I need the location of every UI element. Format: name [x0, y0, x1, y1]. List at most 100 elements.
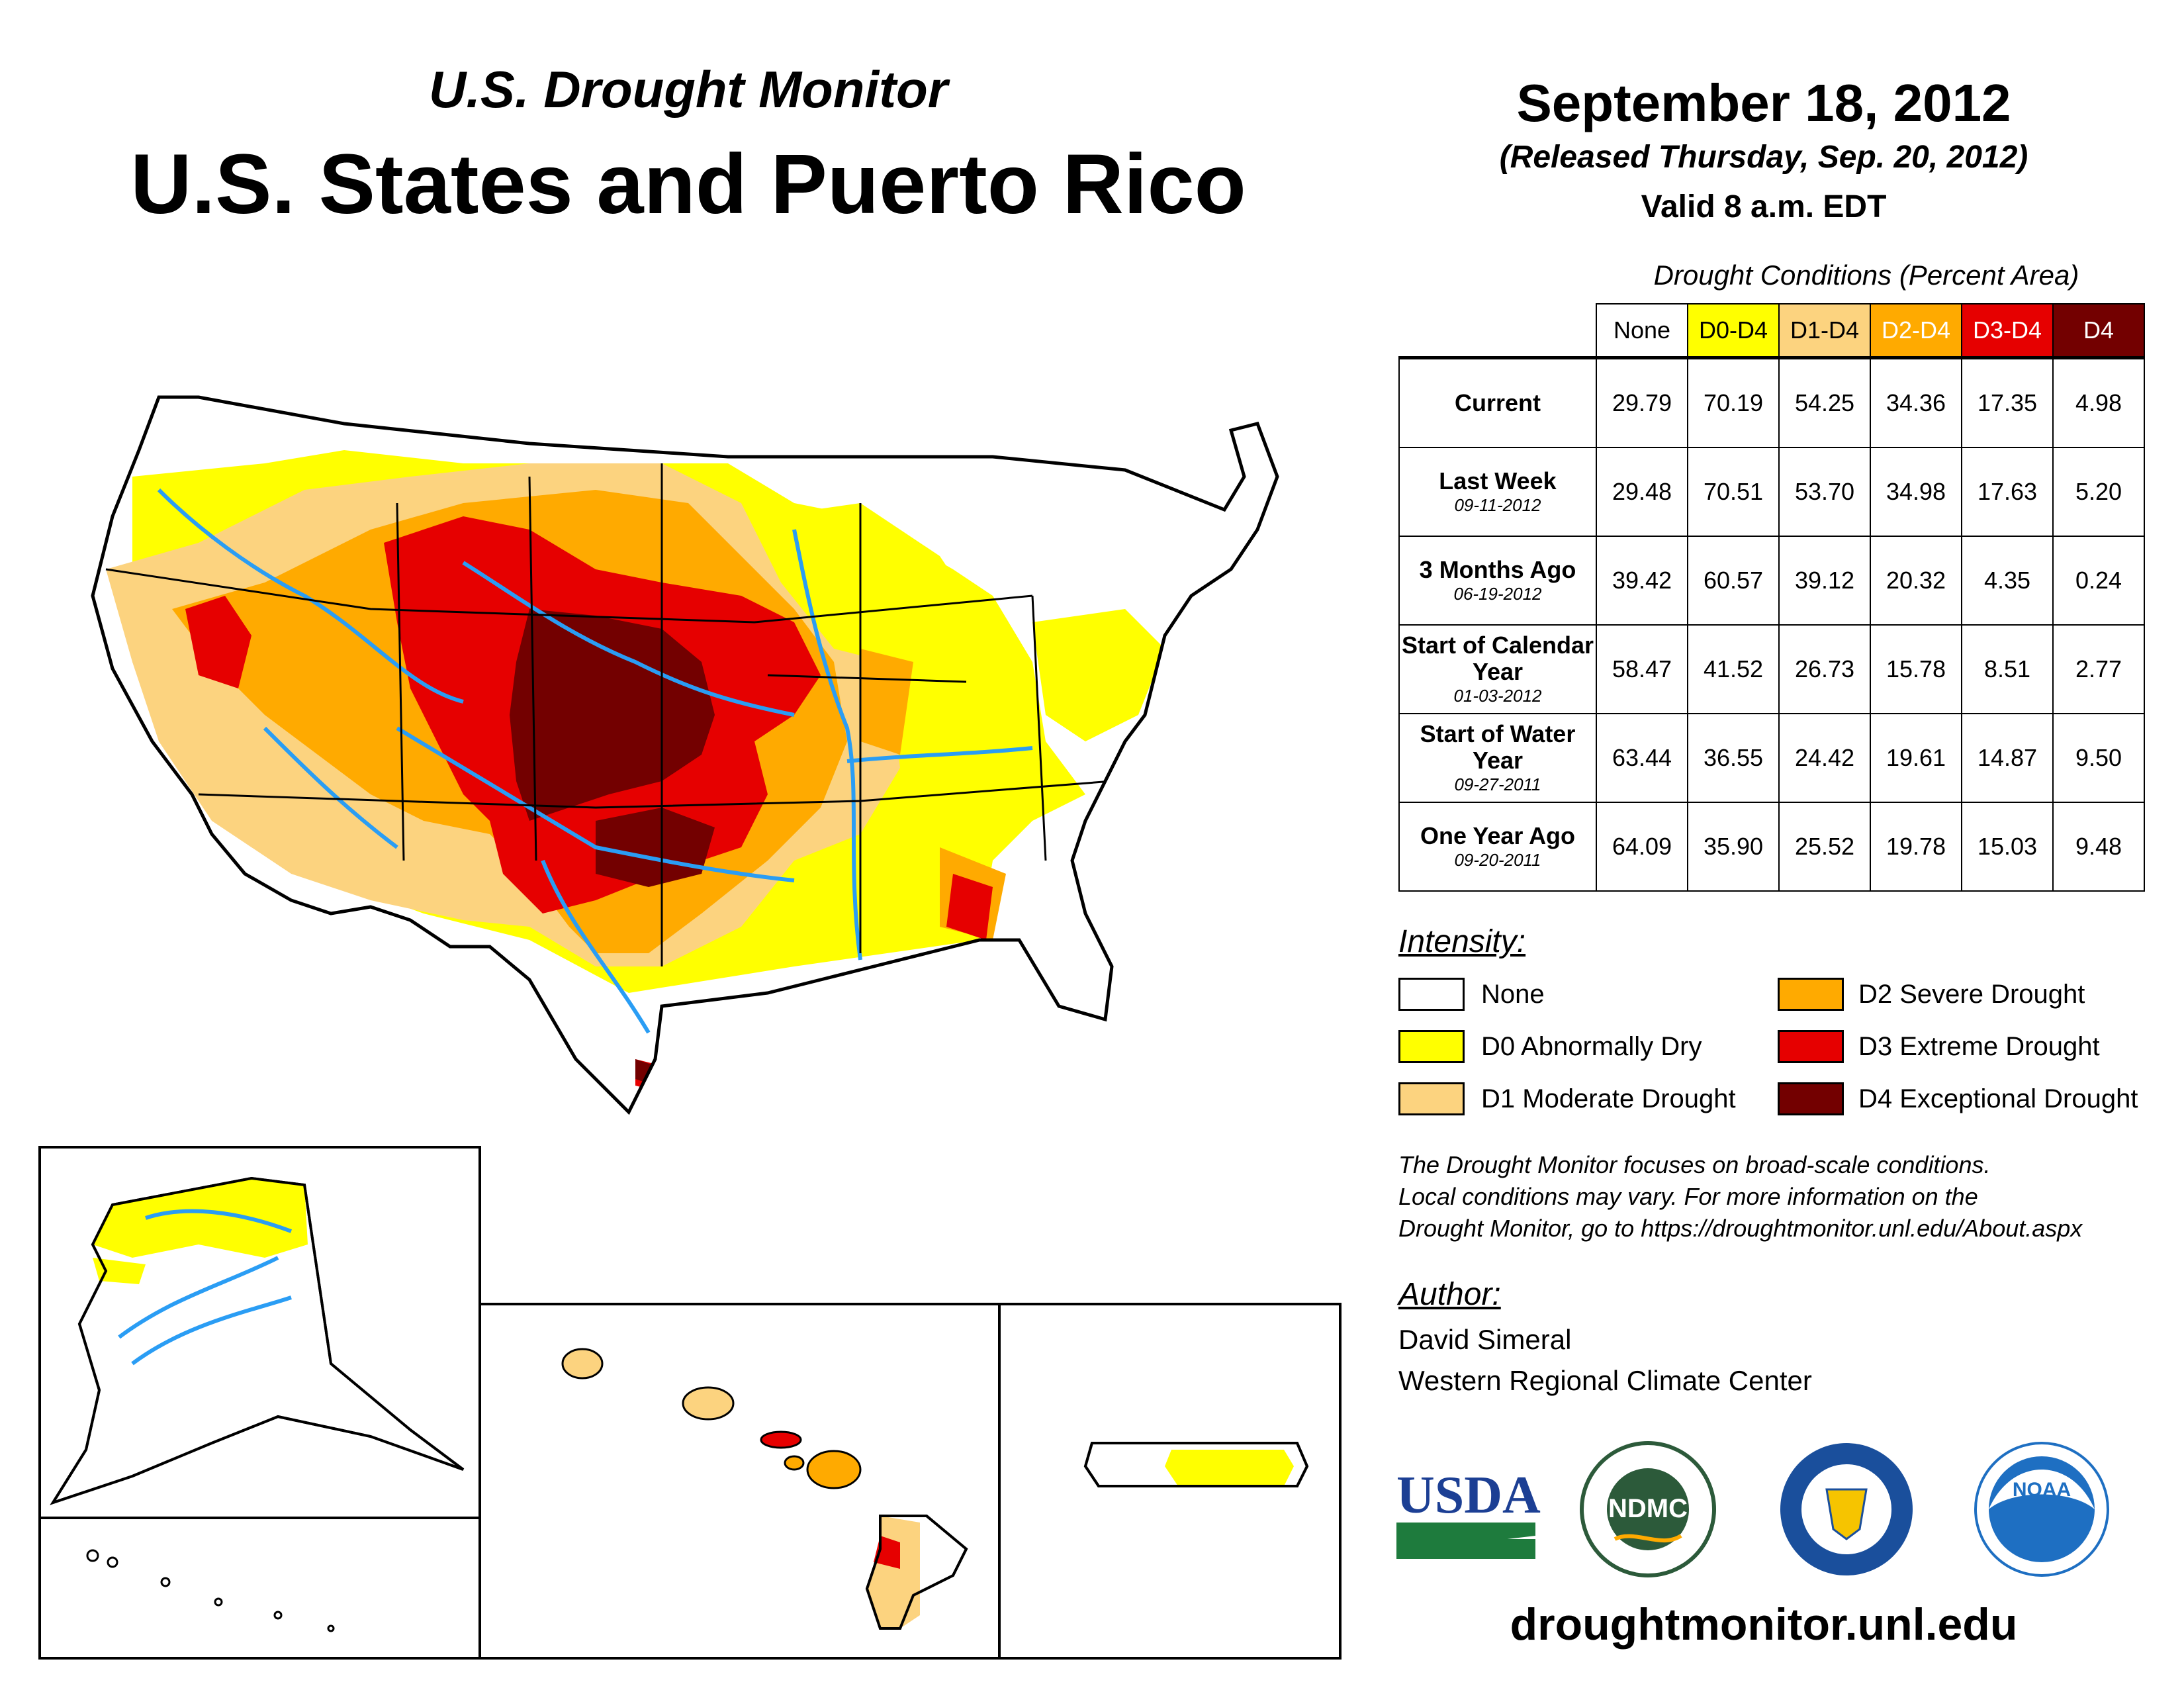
- table-cell: 8.51: [1961, 624, 2054, 714]
- conus-map: [91, 395, 1279, 1115]
- table-cell: 5.20: [2052, 447, 2145, 537]
- disclaimer: The Drought Monitor focuses on broad-sca…: [1398, 1149, 2160, 1244]
- table-row: One Year Ago 09-20-2011 64.09 35.90 25.52 19.…: [1398, 802, 2145, 892]
- ndmc-text: NDMC: [1608, 1494, 1688, 1523]
- col-header-d1-d4: D1-D4: [1778, 303, 1871, 359]
- table-cell: 15.03: [1961, 802, 2054, 892]
- row-label: One Year Ago 09-20-2011: [1398, 802, 1597, 892]
- row-label: Current: [1398, 356, 1597, 448]
- row-label-text: 3 Months Ago: [1419, 556, 1576, 583]
- table-cell: 53.70: [1778, 447, 1871, 537]
- row-label-text: Start of Water Year: [1420, 720, 1576, 774]
- table-cell: 34.98: [1870, 447, 1962, 537]
- legend-swatch-d1: [1398, 1082, 1465, 1115]
- usda-logo: USDA: [1396, 1466, 1541, 1559]
- table-cell: 4.35: [1961, 536, 2054, 626]
- legend-label-d2: D2 Severe Drought: [1858, 980, 2085, 1009]
- table-cell: 20.32: [1870, 536, 1962, 626]
- table-cell: 35.90: [1687, 802, 1780, 892]
- table-cell: 63.44: [1596, 713, 1688, 803]
- row-label-text: Last Week: [1439, 467, 1557, 494]
- ndmc-logo: NDMC: [1580, 1441, 1716, 1577]
- table-row: 3 Months Ago 06-19-2012 39.42 60.57 39.12 20.…: [1398, 536, 2145, 626]
- map-title: U.S. States and Puerto Rico: [130, 137, 1246, 232]
- legend-swatch-d2: [1778, 978, 1844, 1011]
- disclaimer-line-2: Local conditions may vary. For more info…: [1398, 1183, 1978, 1210]
- usda-text: USDA: [1396, 1466, 1541, 1524]
- row-label: 3 Months Ago 06-19-2012: [1398, 536, 1597, 626]
- noaa-logo: NOAA: [1974, 1442, 2109, 1577]
- table-cell: 9.48: [2052, 802, 2145, 892]
- table-cell: 24.42: [1778, 713, 1871, 803]
- row-label-text: One Year Ago: [1420, 822, 1576, 849]
- author-heading: Author:: [1398, 1277, 1501, 1312]
- row-date: 09-20-2011: [1454, 850, 1541, 870]
- table-cell: 26.73: [1778, 624, 1871, 714]
- table-cell: 39.12: [1778, 536, 1871, 626]
- commerce-seal: [1780, 1443, 1913, 1575]
- table-row: Current 29.79 70.19 54.25 34.36 17.35 4.98: [1398, 356, 2145, 448]
- table-cell: 25.52: [1778, 802, 1871, 892]
- legend-swatch-none: [1398, 978, 1465, 1011]
- col-header-d4: D4: [2052, 303, 2145, 359]
- table-cell: 58.47: [1596, 624, 1688, 714]
- alaska-inset: [38, 1146, 481, 1660]
- legend-label-d4: D4 Exceptional Drought: [1858, 1084, 2138, 1113]
- table-cell: 17.35: [1961, 356, 2054, 448]
- row-label: Start of Water Year 09-27-2011: [1398, 713, 1597, 803]
- table-cell: 2.77: [2052, 624, 2145, 714]
- table-cell: 60.57: [1687, 536, 1780, 626]
- table-cell: 70.51: [1687, 447, 1780, 537]
- drought-conditions-table: None D0-D4 D1-D4 D2-D4 D3-D4 D4 Current 2…: [1398, 303, 2145, 892]
- table-row: Last Week 09-11-2012 29.48 70.51 53.70 34.98 1…: [1398, 447, 2145, 537]
- table-cell: 70.19: [1687, 356, 1780, 448]
- puerto-rico-inset: [998, 1303, 1342, 1660]
- row-label-text: Current: [1454, 389, 1541, 416]
- hawaii-inset: [478, 1303, 1001, 1660]
- table-caption: Drought Conditions (Percent Area): [1653, 259, 2079, 291]
- table-cell: 14.87: [1961, 713, 2054, 803]
- row-label: Last Week 09-11-2012: [1398, 447, 1597, 537]
- legend-label-d1: D1 Moderate Drought: [1481, 1084, 1736, 1113]
- table-cell: 17.63: [1961, 447, 2054, 537]
- disclaimer-line-3: Drought Monitor, go to https://droughtmo…: [1398, 1215, 2083, 1242]
- website-link[interactable]: droughtmonitor.unl.edu: [1510, 1599, 2018, 1650]
- row-date: 09-27-2011: [1454, 774, 1541, 794]
- row-date: 01-03-2012: [1453, 686, 1542, 706]
- col-header-none: None: [1596, 303, 1688, 359]
- legend-label-d3: D3 Extreme Drought: [1858, 1032, 2100, 1061]
- disclaimer-line-1: The Drought Monitor focuses on broad-sca…: [1398, 1151, 1991, 1178]
- table-cell: 15.78: [1870, 624, 1962, 714]
- table-row: Start of Water Year 09-27-2011 63.44 36.55 2…: [1398, 713, 2145, 803]
- author-org: Western Regional Climate Center: [1398, 1365, 1812, 1396]
- map-date: September 18, 2012: [1516, 73, 2011, 132]
- table-cell: 19.78: [1870, 802, 1962, 892]
- col-header-d3-d4: D3-D4: [1961, 303, 2054, 359]
- row-date: 09-11-2012: [1454, 495, 1541, 515]
- col-header-d2-d4: D2-D4: [1870, 303, 1962, 359]
- col-header-d0-d4: D0-D4: [1687, 303, 1780, 359]
- table-cell: 36.55: [1687, 713, 1780, 803]
- table-cell: 29.48: [1596, 447, 1688, 537]
- table-cell: 54.25: [1778, 356, 1871, 448]
- author-name: David Simeral: [1398, 1324, 1572, 1355]
- table-cell: 39.42: [1596, 536, 1688, 626]
- legend-swatch-d0: [1398, 1030, 1465, 1063]
- valid-time: Valid 8 a.m. EDT: [1641, 189, 1887, 224]
- table-cell: 19.61: [1870, 713, 1962, 803]
- table-cell: 41.52: [1687, 624, 1780, 714]
- table-cell: 4.98: [2052, 356, 2145, 448]
- table-cell: 9.50: [2052, 713, 2145, 803]
- noaa-text: NOAA: [2013, 1479, 2071, 1501]
- table-cell: 64.09: [1596, 802, 1688, 892]
- row-label-text: Start of Calendar Year: [1401, 632, 1594, 685]
- table-cell: 0.24: [2052, 536, 2145, 626]
- legend-heading: Intensity:: [1398, 924, 1526, 959]
- release-date: (Released Thursday, Sep. 20, 2012): [1499, 140, 2028, 175]
- table-row: Start of Calendar Year 01-03-2012 58.47 41.…: [1398, 624, 2145, 714]
- legend-swatch-d4: [1778, 1082, 1844, 1115]
- table-cell: 34.36: [1870, 356, 1962, 448]
- legend-label-d0: D0 Abnormally Dry: [1481, 1032, 1702, 1061]
- table-cell: 29.79: [1596, 356, 1688, 448]
